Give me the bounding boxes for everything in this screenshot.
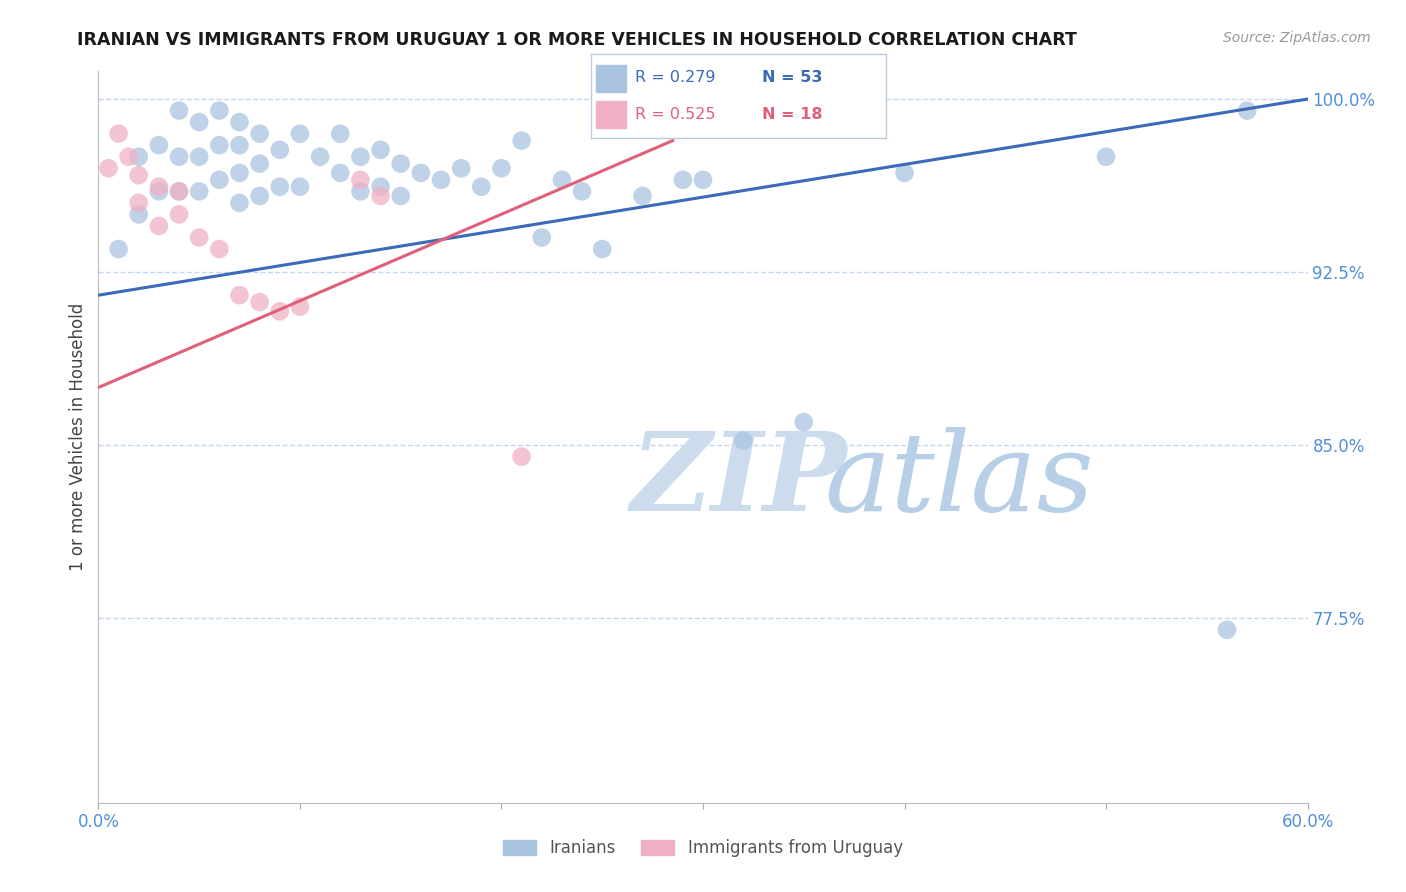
- Point: [208, 138, 231, 153]
- Point: [430, 173, 453, 187]
- Point: [389, 189, 412, 203]
- Bar: [596, 64, 626, 92]
- Point: [389, 156, 412, 170]
- Point: [228, 166, 250, 180]
- Point: [118, 150, 141, 164]
- Point: [148, 179, 170, 194]
- Point: [551, 173, 574, 187]
- Point: [631, 189, 654, 203]
- Point: [128, 195, 150, 210]
- Point: [409, 166, 432, 180]
- Point: [128, 168, 150, 182]
- Point: [208, 173, 231, 187]
- Text: N = 53: N = 53: [762, 70, 823, 85]
- Point: [228, 288, 250, 302]
- Bar: [596, 101, 626, 128]
- Point: [530, 230, 553, 244]
- Point: [510, 134, 533, 148]
- Point: [148, 138, 170, 153]
- Text: R = 0.279: R = 0.279: [636, 70, 716, 85]
- Point: [97, 161, 120, 176]
- Point: [450, 161, 472, 176]
- Point: [228, 195, 250, 210]
- Point: [349, 150, 371, 164]
- Point: [733, 434, 755, 448]
- Point: [470, 179, 492, 194]
- Point: [128, 150, 150, 164]
- Point: [349, 173, 371, 187]
- Point: [692, 173, 714, 187]
- Point: [349, 185, 371, 199]
- Point: [228, 115, 250, 129]
- Point: [571, 185, 593, 199]
- Text: R = 0.525: R = 0.525: [636, 107, 716, 121]
- Text: N = 18: N = 18: [762, 107, 823, 121]
- Point: [510, 450, 533, 464]
- Point: [370, 179, 392, 194]
- Point: [107, 127, 129, 141]
- Point: [249, 156, 271, 170]
- Point: [591, 242, 613, 256]
- Point: [1216, 623, 1239, 637]
- Point: [269, 304, 291, 318]
- Point: [167, 185, 190, 199]
- Point: [1095, 150, 1118, 164]
- Legend: Iranians, Immigrants from Uruguay: Iranians, Immigrants from Uruguay: [496, 832, 910, 864]
- Point: [188, 115, 211, 129]
- Point: [288, 300, 311, 314]
- Point: [1236, 103, 1258, 118]
- Point: [370, 189, 392, 203]
- Point: [249, 295, 271, 310]
- Point: [148, 219, 170, 233]
- Point: [269, 179, 291, 194]
- Point: [249, 127, 271, 141]
- Point: [309, 150, 332, 164]
- Point: [208, 242, 231, 256]
- Point: [672, 173, 695, 187]
- Point: [793, 415, 815, 429]
- Point: [228, 138, 250, 153]
- Point: [208, 103, 231, 118]
- Point: [188, 230, 211, 244]
- Text: atlas: atlas: [824, 427, 1094, 534]
- Point: [491, 161, 513, 176]
- Point: [249, 189, 271, 203]
- Point: [329, 166, 352, 180]
- Point: [370, 143, 392, 157]
- Point: [288, 127, 311, 141]
- Point: [167, 207, 190, 221]
- Text: IRANIAN VS IMMIGRANTS FROM URUGUAY 1 OR MORE VEHICLES IN HOUSEHOLD CORRELATION C: IRANIAN VS IMMIGRANTS FROM URUGUAY 1 OR …: [77, 31, 1077, 49]
- Point: [188, 150, 211, 164]
- Y-axis label: 1 or more Vehicles in Household: 1 or more Vehicles in Household: [69, 303, 87, 571]
- Point: [188, 185, 211, 199]
- Text: ZIP: ZIP: [630, 427, 846, 534]
- Point: [288, 179, 311, 194]
- Point: [167, 103, 190, 118]
- Text: Source: ZipAtlas.com: Source: ZipAtlas.com: [1223, 31, 1371, 45]
- Point: [329, 127, 352, 141]
- Point: [107, 242, 129, 256]
- Point: [128, 207, 150, 221]
- Point: [269, 143, 291, 157]
- Point: [893, 166, 915, 180]
- Point: [167, 185, 190, 199]
- Point: [167, 150, 190, 164]
- Point: [148, 185, 170, 199]
